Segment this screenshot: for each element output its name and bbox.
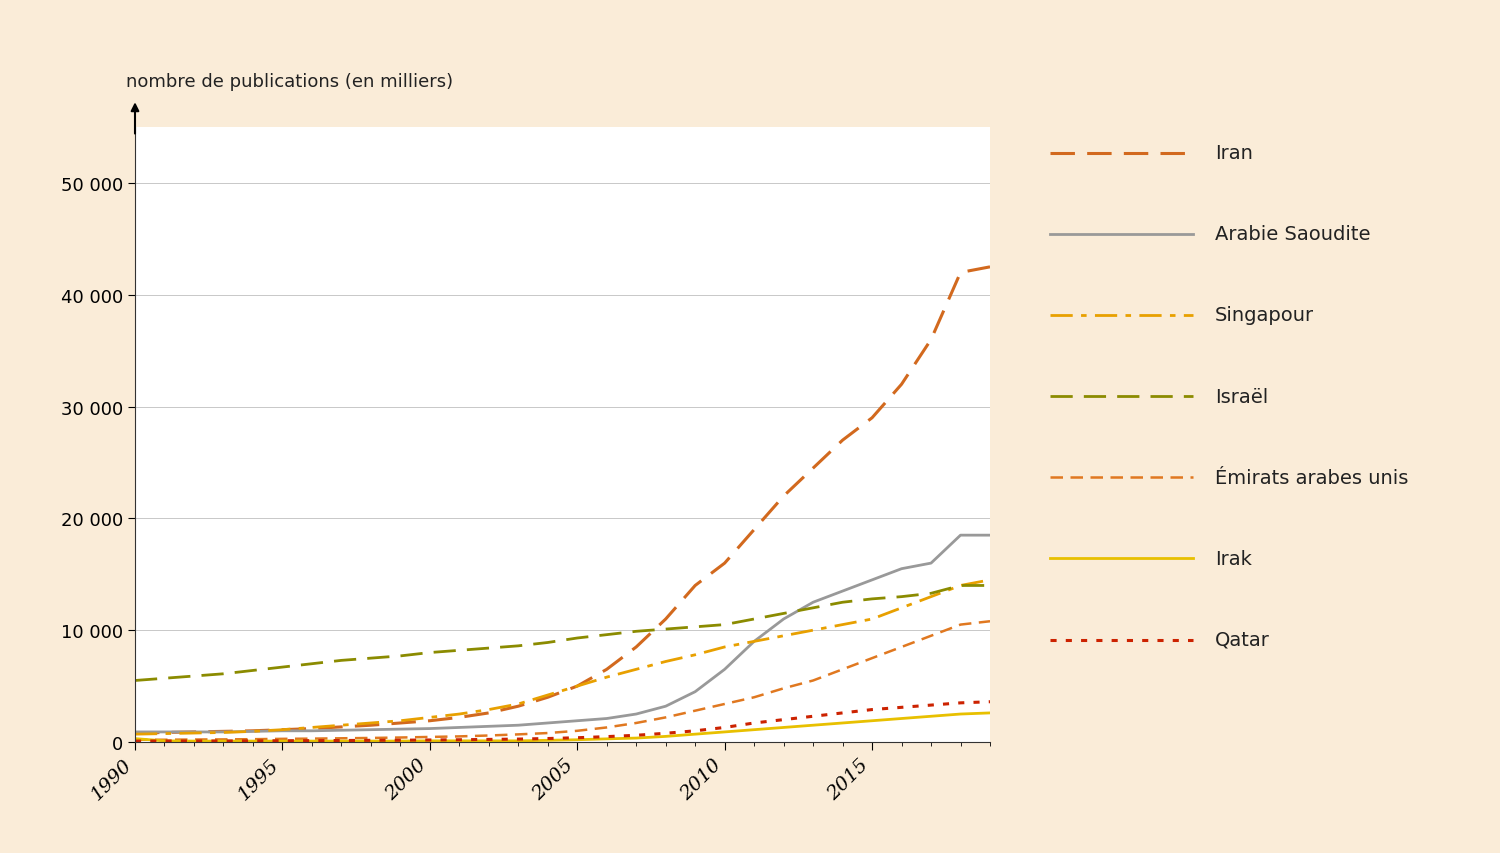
Text: Arabie Saoudite: Arabie Saoudite xyxy=(1215,225,1371,244)
Text: Singapour: Singapour xyxy=(1215,306,1314,325)
Text: Irak: Irak xyxy=(1215,549,1252,568)
Text: Émirats arabes unis: Émirats arabes unis xyxy=(1215,468,1408,487)
Text: Israël: Israël xyxy=(1215,387,1267,406)
Text: nombre de publications (en milliers): nombre de publications (en milliers) xyxy=(126,73,453,91)
Text: Qatar: Qatar xyxy=(1215,630,1270,649)
Text: Iran: Iran xyxy=(1215,144,1252,163)
